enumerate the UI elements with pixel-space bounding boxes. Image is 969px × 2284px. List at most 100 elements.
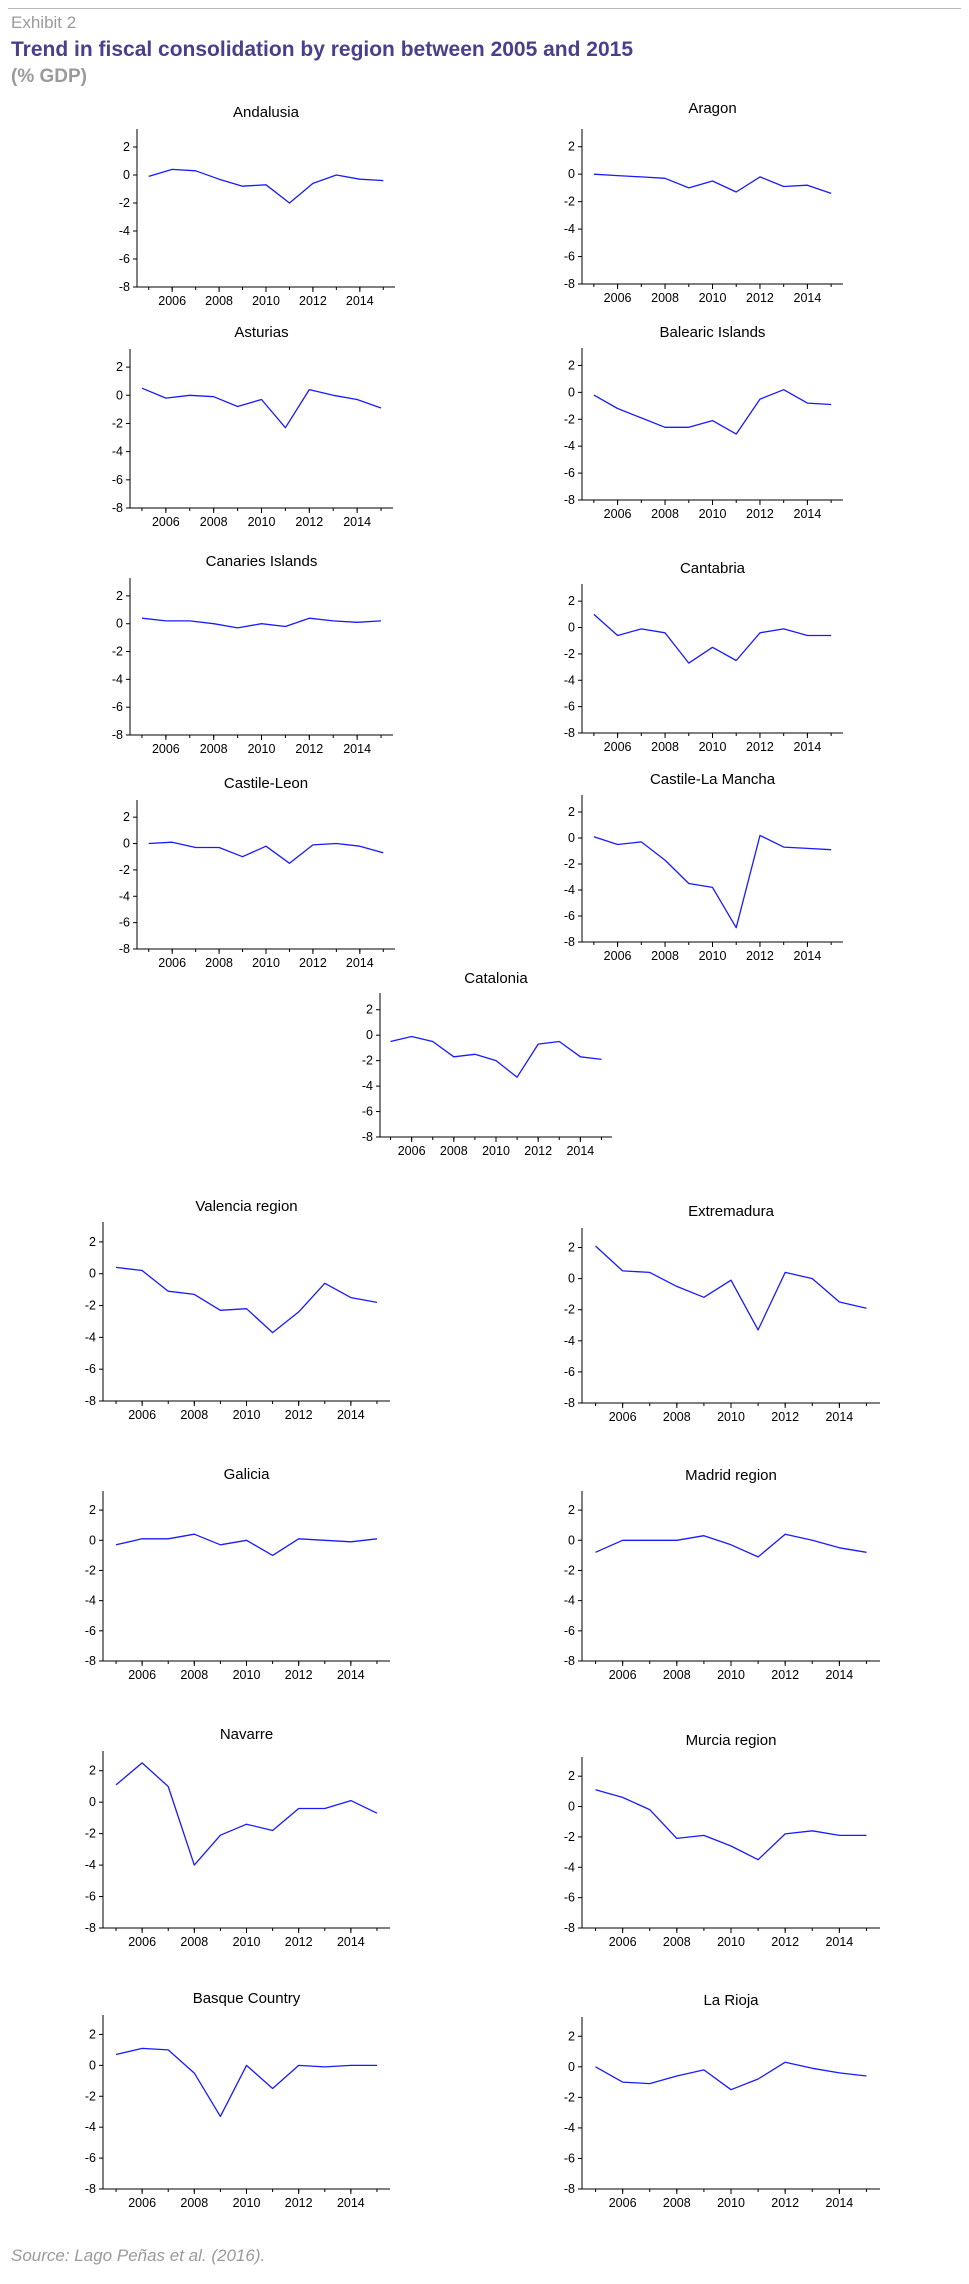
y-tick-label: -2: [362, 1054, 373, 1068]
y-tick-label: -8: [119, 942, 130, 956]
y-tick-label: 2: [366, 1003, 373, 1017]
y-tick-label: 0: [568, 385, 575, 399]
y-tick-label: 2: [568, 1241, 575, 1255]
y-tick-label: -4: [564, 2121, 575, 2135]
x-tick-label: 2006: [609, 2196, 637, 2210]
chart-title: Catalonia: [464, 970, 528, 987]
y-tick-label: -2: [564, 647, 575, 661]
x-tick-label: 2006: [604, 507, 632, 521]
y-tick-label: -4: [85, 1594, 96, 1608]
y-tick-label: -6: [564, 250, 575, 264]
x-tick-label: 2014: [794, 949, 822, 963]
x-tick-label: 2010: [248, 515, 276, 529]
chart-title: Extremadura: [688, 1203, 775, 1220]
x-tick-label: 2010: [248, 742, 276, 756]
x-tick-label: 2008: [200, 515, 228, 529]
y-tick-label: -4: [564, 439, 575, 453]
y-tick-label: 0: [89, 1267, 96, 1281]
y-tick-label: 2: [89, 2027, 96, 2041]
x-tick-label: 2012: [299, 294, 327, 308]
chart-valencia-region: Valencia region 2 0 -2 -4 -6 -8 2006 2008 2010 201…: [85, 1198, 390, 1422]
x-tick-label: 2006: [128, 2196, 156, 2210]
series-line-castile-la-mancha: [593, 834, 832, 929]
y-tick-label: -4: [564, 673, 575, 687]
x-tick-label: 2006: [158, 294, 186, 308]
x-tick-label: 2006: [604, 291, 632, 305]
chart-basque-country: Basque Country 2 0 -2 -4 -6 -8 2006 2008 2010 2012…: [85, 1990, 390, 2210]
x-tick-label: 2006: [152, 742, 180, 756]
x-tick-label: 2010: [252, 294, 280, 308]
chart-castile-leon: Castile-Leon 2 0 -2 -4 -6 -8 2006 2008 2010 2012 20…: [119, 775, 395, 970]
y-tick-label: -2: [564, 1563, 575, 1577]
chart-madrid-region: Madrid region 2 0 -2 -4 -6 -8 2006 2008 2010 2012 2…: [564, 1467, 880, 1682]
y-tick-label: -8: [564, 277, 575, 291]
series-line-extremadura: [595, 1245, 867, 1331]
x-tick-label: 2010: [233, 1668, 261, 1682]
series-line-andalusia: [148, 168, 384, 204]
series-line-cantabria: [593, 613, 832, 664]
y-tick-label: -2: [85, 1827, 96, 1841]
x-tick-label: 2012: [746, 740, 774, 754]
x-tick-label: 2012: [285, 1935, 313, 1949]
y-tick-label: -8: [564, 726, 575, 740]
x-tick-label: 2006: [128, 1408, 156, 1422]
x-tick-label: 2012: [771, 1668, 799, 1682]
y-tick-label: 2: [123, 810, 130, 824]
x-tick-label: 2010: [233, 2196, 261, 2210]
y-tick-label: 2: [89, 1503, 96, 1517]
page-subtitle: (% GDP): [11, 66, 87, 87]
series-line-catalonia: [390, 1035, 602, 1078]
y-tick-label: -2: [564, 1830, 575, 1844]
y-tick-label: -4: [85, 1858, 96, 1872]
y-tick-label: -2: [564, 195, 575, 209]
x-tick-label: 2014: [337, 2196, 365, 2210]
y-tick-label: 0: [116, 617, 123, 631]
y-tick-label: -8: [85, 1394, 96, 1408]
x-tick-label: 2010: [717, 1668, 745, 1682]
chart-title: Madrid region: [685, 1467, 777, 1484]
y-tick-label: -2: [564, 857, 575, 871]
series-line-canaries-islands: [141, 617, 382, 629]
y-tick-label: 2: [116, 360, 123, 374]
chart-title: Asturias: [234, 324, 288, 341]
y-tick-label: -2: [564, 2090, 575, 2104]
series-line-la-rioja: [595, 2061, 867, 2091]
y-tick-label: -6: [85, 1624, 96, 1638]
y-tick-label: 2: [568, 358, 575, 372]
y-tick-label: -6: [112, 473, 123, 487]
x-tick-label: 2012: [285, 1408, 313, 1422]
y-tick-label: -4: [564, 1860, 575, 1874]
y-tick-label: -6: [564, 1891, 575, 1905]
series-line-madrid-region: [595, 1533, 867, 1558]
x-tick-label: 2010: [233, 1935, 261, 1949]
x-tick-label: 2008: [200, 742, 228, 756]
y-tick-label: -4: [119, 224, 130, 238]
x-tick-label: 2010: [717, 1935, 745, 1949]
y-tick-label: -4: [564, 222, 575, 236]
x-tick-label: 2008: [180, 1408, 208, 1422]
x-tick-label: 2006: [609, 1668, 637, 1682]
x-tick-label: 2014: [337, 1668, 365, 1682]
chart-title: Murcia region: [686, 1732, 777, 1749]
y-tick-label: -6: [119, 916, 130, 930]
x-tick-label: 2012: [295, 742, 323, 756]
y-tick-label: -8: [119, 280, 130, 294]
y-tick-label: -8: [564, 935, 575, 949]
chart-andalusia: Andalusia 2 0 -2 -4 -6 -8 2006 2008 2010 2012 2014: [119, 104, 395, 308]
x-tick-label: 2008: [180, 1935, 208, 1949]
y-tick-label: -2: [112, 416, 123, 430]
x-tick-label: 2008: [663, 2196, 691, 2210]
x-tick-label: 2012: [295, 515, 323, 529]
chart-title: Castile-Leon: [224, 775, 308, 792]
series-line-aragon: [593, 173, 832, 195]
y-tick-label: -2: [564, 1303, 575, 1317]
y-tick-label: -6: [85, 1362, 96, 1376]
y-tick-label: 2: [568, 1503, 575, 1517]
x-tick-label: 2006: [604, 740, 632, 754]
series-line-basque-country: [115, 2047, 377, 2118]
y-tick-label: -6: [119, 252, 130, 266]
y-tick-label: -6: [564, 1365, 575, 1379]
chart-title: Castile-La Mancha: [650, 771, 776, 788]
page-title: Trend in fiscal consolidation by region …: [11, 38, 634, 61]
